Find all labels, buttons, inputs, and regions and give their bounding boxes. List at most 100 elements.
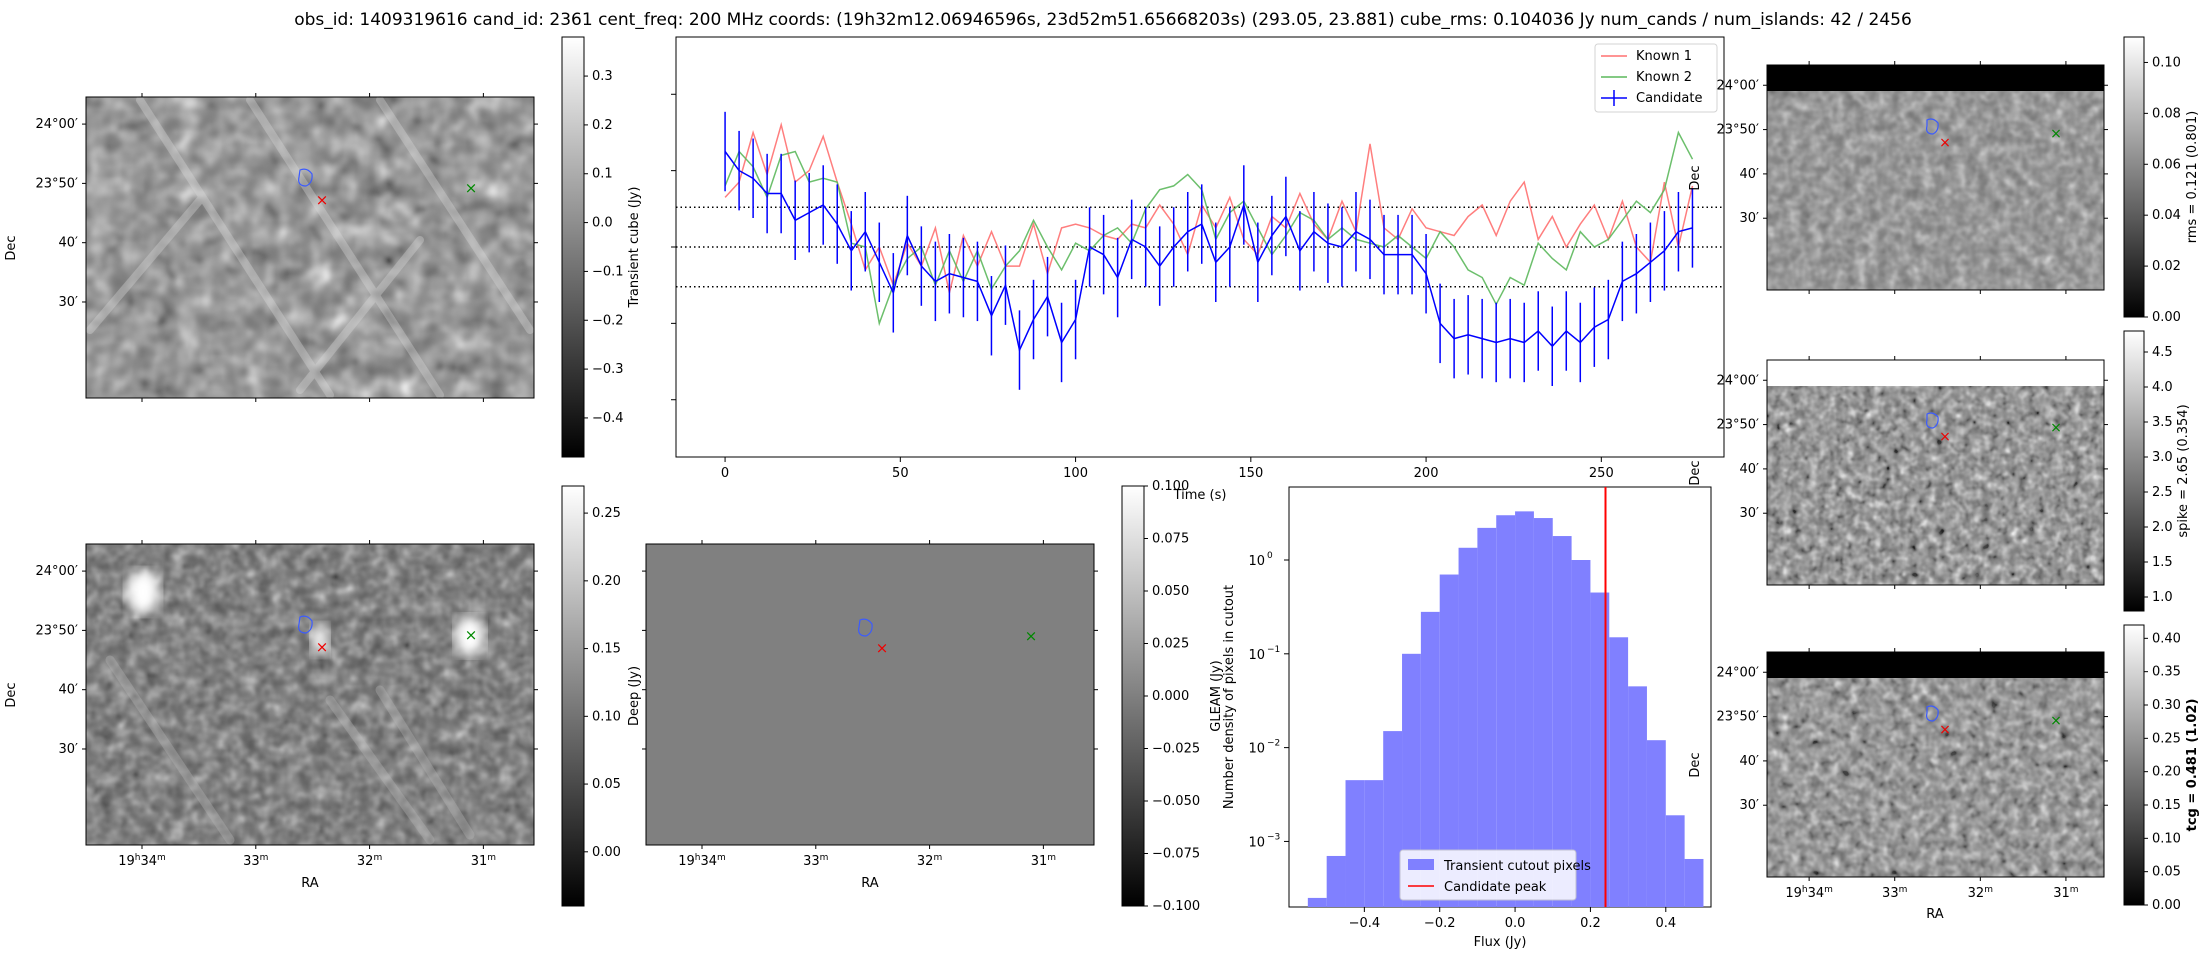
ra-tick-label: 33m: [243, 853, 268, 869]
gleam-colorbar: 0.100 0.075 0.050 0.025 0.000 −0.025 −0.050 −0.…: [1121, 479, 1224, 914]
rms-masked-band: [1767, 65, 2104, 91]
colorbar-tick-label: 0.000: [1152, 689, 1189, 704]
colorbar-tick-label: 3.5: [2152, 415, 2173, 430]
transient-image-noise: [86, 97, 534, 398]
legend-known2: Known 2: [1636, 70, 1692, 85]
deep-frame: [85, 543, 535, 846]
figure-title: obs_id: 1409319616 cand_id: 2361 cent_fr…: [294, 10, 1912, 30]
colorbar-tick-label: 0.2: [592, 118, 613, 133]
histogram-bar: [1420, 611, 1440, 907]
dec-tick-label: 24°00′: [35, 564, 78, 579]
candidate-contour: [1926, 118, 1939, 135]
legend-candidate: Candidate: [1636, 91, 1702, 106]
legend-peak: Candidate peak: [1444, 880, 1547, 895]
ra-tick-label: 32m: [357, 853, 382, 869]
candidate-contour: [1926, 412, 1939, 429]
dec-tick-label: 24°00′: [1716, 373, 1759, 388]
ra-ticks: 19h34m 33m 32m 31m: [118, 540, 496, 869]
ra-ticks: 19h34m 33m 32m 31m: [678, 540, 1056, 869]
colorbar-label: Transient cube (Jy): [627, 187, 642, 309]
lightcurve-y-ticks: [671, 93, 676, 401]
colorbar-tick-label: 0.025: [1152, 637, 1189, 652]
histogram-bar: [1515, 511, 1534, 907]
ra-tick-label: 32m: [917, 853, 942, 869]
histogram-bar: [1402, 653, 1421, 907]
candidate-marker: ×: [316, 638, 329, 656]
ra-axis-label: RA: [1926, 907, 1944, 922]
dec-ticks: 24°00′ 23°50′ 40′ 30′: [1716, 373, 2108, 521]
known-source-marker: ×: [465, 179, 478, 197]
colorbar-gradient: [2123, 36, 2145, 318]
colorbar-tick-label: 0.30: [2152, 698, 2181, 713]
dec-tick-label: 40′: [1740, 462, 1760, 477]
spike-colorbar: 4.5 4.0 3.5 3.0 2.5 2.0 1.5 1.0 spike = 2.65 (0.…: [2123, 330, 2191, 612]
candidate-contour: [1926, 705, 1939, 722]
colorbar-tick-label: 0.20: [592, 574, 621, 589]
colorbar-gradient: [2123, 330, 2145, 612]
legend-swatch-bars: [1408, 859, 1434, 870]
histogram-bar: [1364, 780, 1384, 907]
ra-tick-label: 19h34m: [118, 853, 166, 869]
legend-box: [1399, 849, 1577, 901]
ra-axis-label: RA: [301, 876, 319, 891]
colorbar-tick-label: −0.025: [1152, 742, 1200, 757]
tcg-image-noise: [1767, 652, 2104, 877]
bright-source: [455, 616, 485, 656]
dec-tick-label: 24°00′: [35, 117, 78, 132]
colorbar-tick-label: 4.0: [2152, 380, 2173, 395]
ra-axis-label: RA: [861, 876, 879, 891]
histogram-bar: [1458, 547, 1478, 907]
dec-axis-label: Dec: [1688, 752, 1703, 777]
colorbar-gradient: [1121, 485, 1145, 907]
candidate-marker: ×: [1939, 429, 1951, 445]
x-tick-label: 0.2: [1580, 916, 1601, 931]
dec-tick-label: 40′: [59, 236, 79, 251]
dec-tick-label: 23°50′: [35, 176, 78, 191]
candidate-marker: ×: [316, 191, 329, 209]
x-tick-label: −0.2: [1424, 916, 1456, 931]
colorbar-tick-label: 0.050: [1152, 584, 1189, 599]
ra-ticks: [1808, 61, 2067, 294]
colorbar-label: tcg = 0.481 (1.02): [2185, 699, 2200, 832]
x-tick-label: 150: [1238, 466, 1263, 481]
y-tick-exponent: −2: [1267, 739, 1280, 749]
series-line-known-2: [724, 130, 1694, 327]
colorbar-tick-label: 2.5: [2152, 485, 2173, 500]
candidate-contour: [298, 615, 313, 634]
colorbar-tick-label: 3.0: [2152, 450, 2173, 465]
colorbar-tick-label: 4.5: [2152, 345, 2173, 360]
dec-tick-label: 30′: [1740, 211, 1760, 226]
colorbar-tick-label: 0.3: [592, 69, 613, 84]
dec-ticks: 24°00′ 23°50′ 40′ 30′: [35, 117, 538, 310]
colorbar-tick-label: −0.050: [1152, 794, 1200, 809]
dec-ticks: 24°00′ 23°50′ 40′ 30′: [35, 564, 538, 757]
ra-tick-label: 31m: [471, 853, 496, 869]
histogram-bar: [1646, 740, 1666, 907]
colorbar-tick-label: 0.40: [2152, 631, 2181, 646]
dec-tick-label: 23°50′: [1716, 710, 1759, 725]
transient-cutout-panel: × × Dec 24°00′ 23°50′ 40′ 30′: [4, 93, 538, 402]
colorbar-tick-label: 0.05: [592, 777, 621, 792]
known-source-marker: ×: [465, 626, 478, 644]
colorbar-tick-label: 0.35: [2152, 665, 2181, 680]
ra-tick-label: 33m: [1882, 885, 1907, 901]
spike-image-noise: [1767, 360, 2104, 585]
spike-map-panel: × × Dec 24°00′ 23°50′ 40′ 30′: [1688, 356, 2108, 589]
dec-tick-label: 30′: [1740, 506, 1760, 521]
ra-tick-label: 31m: [2053, 885, 2078, 901]
dec-ticks: 24°00′ 23°50′ 40′ 30′: [1716, 78, 2108, 226]
rms-map-panel: × × Dec 24°00′ 23°50′ 40′ 30′: [1688, 61, 2108, 294]
rms-frame: [1766, 64, 2105, 291]
colorbar-tick-label: −0.4: [592, 411, 624, 426]
histogram-bar: [1665, 815, 1685, 907]
histogram-x-ticks: −0.4 −0.2 0.0 0.2 0.4: [1349, 907, 1676, 931]
histogram-bar: [1684, 858, 1704, 907]
colorbar-tick-label: 0.15: [592, 642, 621, 657]
tcg-masked-band: [1767, 652, 2104, 678]
transient-colorbar: 0.3 0.2 0.1 0.0 −0.1 −0.2 −0.3 −0.4 Transient cu…: [561, 36, 642, 458]
histogram-legend: Transient cutout pixels Candidate peak: [1399, 849, 1591, 901]
dec-tick-label: 40′: [59, 683, 79, 698]
colorbar-tick-label: −0.1: [592, 264, 624, 279]
